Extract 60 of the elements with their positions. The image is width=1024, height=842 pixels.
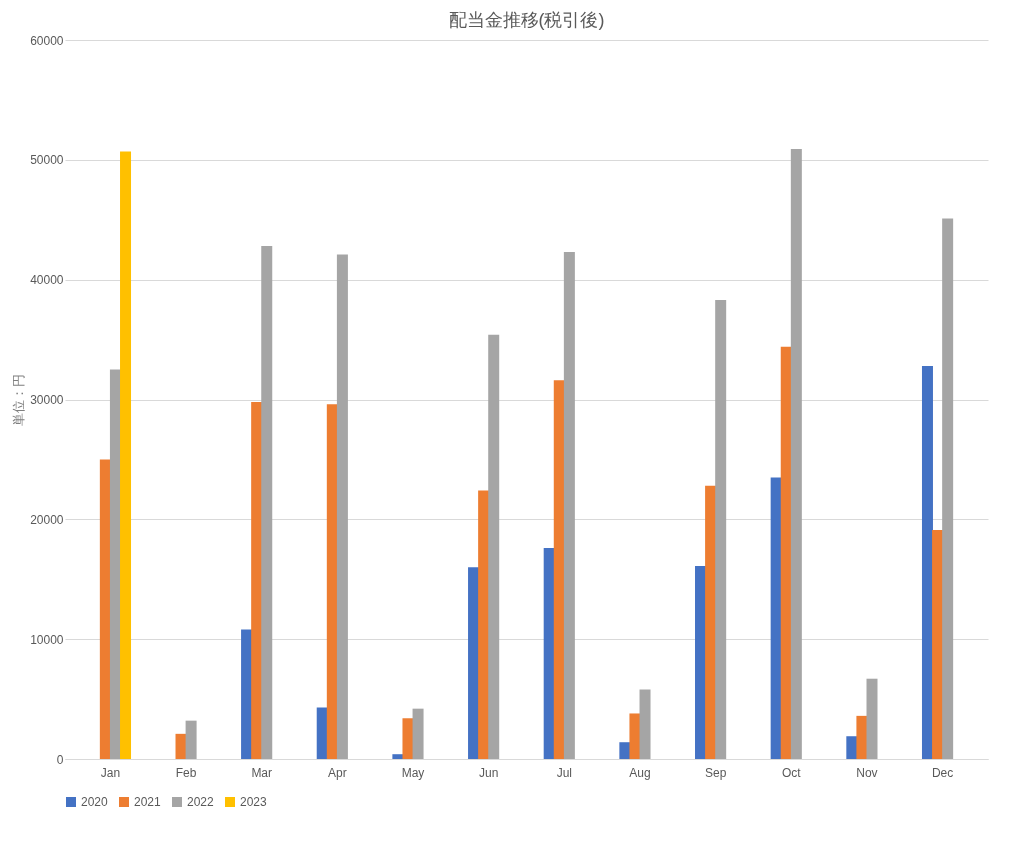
legend-label: 2023 (240, 795, 268, 809)
bar (619, 742, 631, 759)
y-tick-label: 10000 (30, 632, 64, 647)
bar (866, 678, 878, 759)
bar (120, 151, 132, 759)
bar (175, 733, 187, 759)
bar (412, 708, 424, 759)
x-tick-label: Apr (328, 765, 347, 780)
bar (780, 346, 792, 759)
bar (790, 149, 802, 759)
bar (563, 252, 575, 759)
bar (478, 490, 490, 759)
x-tick-label: Feb (175, 765, 197, 780)
y-tick-label: 20000 (30, 512, 64, 527)
bar (543, 548, 555, 759)
bar (942, 218, 954, 759)
x-tick-label: Oct (781, 765, 802, 780)
bar (846, 736, 858, 759)
bar (629, 713, 641, 759)
legend-label: 2020 (81, 795, 109, 809)
y-tick-label: 40000 (30, 273, 64, 288)
x-tick-label: Jun (478, 765, 499, 780)
legend-label: 2021 (134, 795, 162, 809)
bar (392, 754, 404, 759)
y-tick-label: 30000 (30, 393, 64, 407)
bar (921, 365, 933, 759)
bar (488, 334, 500, 759)
bar (316, 707, 328, 759)
y-tick-label: 50000 (30, 153, 64, 168)
bar (109, 369, 121, 759)
bar (695, 566, 707, 759)
x-tick-label: May (401, 765, 425, 780)
bar (715, 300, 727, 759)
bar (336, 254, 348, 759)
bar (402, 718, 414, 759)
bar (553, 380, 565, 759)
bar (639, 689, 651, 759)
x-tick-label: Nov (856, 765, 878, 780)
chart-title: 配当金推移(税引後) (448, 10, 605, 30)
bar (705, 485, 717, 759)
x-tick-label: Aug (629, 765, 651, 780)
bar (99, 459, 111, 759)
x-tick-label: Jan (100, 765, 121, 780)
bar (251, 401, 263, 759)
y-tick-label: 0 (56, 752, 64, 767)
x-tick-label: Mar (251, 765, 273, 780)
bar (856, 715, 868, 759)
x-tick-label: Jul (556, 765, 572, 780)
bar (932, 530, 944, 759)
legend-label: 2022 (187, 795, 215, 809)
bar (326, 404, 338, 759)
bar (468, 567, 480, 759)
x-tick-label: Dec (931, 765, 954, 780)
x-tick-label: Sep (704, 765, 727, 780)
bar (185, 720, 197, 759)
bar (241, 629, 253, 759)
bar (770, 477, 782, 759)
y-axis-title: 単位：円 (11, 374, 27, 426)
bar (261, 246, 273, 759)
y-tick-label: 60000 (30, 33, 64, 48)
